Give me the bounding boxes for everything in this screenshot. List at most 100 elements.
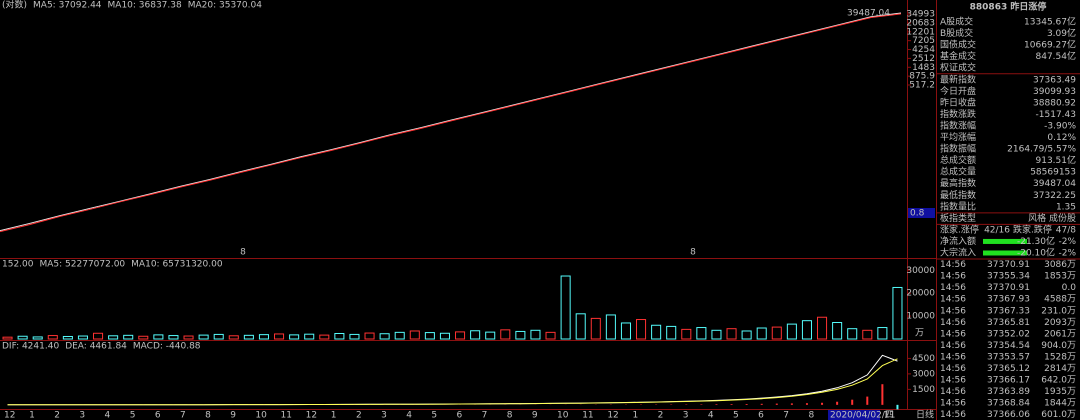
volume-bar	[756, 327, 767, 340]
volume-bar	[394, 331, 405, 340]
x-tick-label: 10	[255, 411, 267, 420]
y-tick-label: 517.2	[909, 81, 935, 91]
tick-time: 14:56	[940, 283, 966, 293]
tick-time: 14:56	[940, 306, 966, 316]
tick-price: 37353.57	[987, 352, 1030, 362]
event-marker: 8	[690, 248, 696, 258]
stat-label: 今日开盘	[940, 85, 976, 97]
tick-volume: 2061万	[1044, 329, 1076, 339]
y-tick-label: 3000	[912, 369, 935, 379]
tick-time: 14:56	[940, 376, 966, 386]
flow-label: 净流入额	[940, 235, 976, 247]
panel-title: 880863 昨日涨停	[970, 1, 1047, 13]
legend-item: MA5: 52277072.00	[40, 260, 126, 270]
stat-label: 总成交额	[940, 154, 976, 166]
flow-bar	[983, 250, 1027, 256]
volume-bar	[349, 333, 360, 340]
x-tick-label: 4	[708, 411, 714, 420]
x-tick-label: 11	[884, 411, 895, 420]
stat-value: -1517.43	[1036, 110, 1076, 120]
period-label: 日线	[916, 409, 934, 420]
tick-volume: 231.0万	[1041, 306, 1076, 316]
x-tick-label: 4	[406, 411, 412, 420]
volume-bar	[575, 313, 586, 340]
volume-bar	[123, 334, 134, 340]
flow-value: -20.10亿	[1017, 247, 1055, 259]
stat-value: 0.12%	[1047, 133, 1076, 143]
tick-volume: 1935万	[1044, 387, 1076, 397]
tick-volume: 2093万	[1044, 318, 1076, 328]
tick-price: 37370.91	[987, 260, 1030, 270]
stat-value: 13345.67亿	[1024, 16, 1076, 28]
stat-value: 37322.25	[1033, 191, 1076, 201]
volume-bar	[424, 332, 435, 340]
volume-bar	[515, 330, 526, 340]
stat-value: 39099.93	[1033, 87, 1076, 97]
x-tick-label: 12	[306, 411, 317, 420]
tick-volume: 2814万	[1044, 364, 1076, 374]
x-tick-label: 6	[758, 411, 764, 420]
stat-value: 2164.79/5.57%	[1007, 145, 1076, 155]
stat-label: 国债成交	[940, 39, 976, 51]
volume-bar	[213, 333, 224, 340]
tick-volume: 601.0万	[1041, 410, 1076, 420]
tick-price: 37366.17	[987, 376, 1030, 386]
tick-time: 14:56	[940, 295, 966, 305]
tick-price: 37352.02	[987, 329, 1030, 339]
x-tick-label: 12	[4, 411, 15, 420]
stat-label: 指数量比	[940, 200, 976, 212]
legend-item: 152.00	[2, 260, 34, 270]
volume-bar	[470, 330, 481, 340]
volume-bar	[198, 334, 209, 340]
volume-bar	[17, 335, 28, 340]
tick-price: 37367.33	[987, 306, 1030, 316]
volume-bar	[620, 322, 631, 340]
stat-value: 1.35	[1056, 202, 1076, 212]
stat-value: 913.51亿	[1036, 154, 1077, 166]
tick-time: 14:56	[940, 272, 966, 282]
volume-bar	[153, 334, 164, 340]
volume-bar	[892, 286, 903, 340]
stat-label: 总成交量	[940, 166, 976, 178]
price-line	[0, 13, 902, 233]
flow-bar	[983, 238, 1027, 244]
legend-item: DIF: 4241.40	[2, 342, 59, 352]
stat-value: 38880.92	[1033, 98, 1076, 108]
stat-label: 基金成交	[940, 50, 976, 62]
x-tick-label: 12	[607, 411, 618, 420]
stat-label: B股成交	[940, 27, 973, 39]
x-tick-label: 1	[331, 411, 337, 420]
event-marker: 8	[240, 248, 246, 258]
cursor-box	[908, 208, 935, 218]
stat-label: 平均涨幅	[940, 131, 976, 143]
x-tick-label: 1	[632, 411, 638, 420]
flow-value: -21.30亿	[1017, 235, 1055, 247]
flow-label: 大宗流入	[940, 247, 976, 259]
tick-volume: 1528万	[1044, 352, 1076, 362]
volume-bar	[47, 335, 58, 340]
y-tick-label: 10000	[906, 312, 935, 322]
volume-bar	[877, 327, 888, 340]
x-tick-label: 7	[180, 411, 186, 420]
volume-bar	[817, 316, 828, 340]
x-tick-label: 6	[457, 411, 463, 420]
stat-label: 指数振幅	[940, 143, 976, 155]
price-line	[0, 12, 902, 232]
tick-price: 37370.91	[987, 283, 1030, 293]
x-tick-label: 11	[582, 411, 593, 420]
breadth-value: 47/8	[1056, 225, 1076, 235]
tick-price: 37363.89	[987, 387, 1030, 397]
tick-volume: 904.0万	[1041, 341, 1076, 351]
cursor-label: 0.8	[910, 209, 925, 219]
y-tick-label: 4254	[912, 45, 935, 55]
stat-value: -3.90%	[1044, 121, 1076, 131]
x-tick-label: 7	[783, 411, 789, 420]
volume-bar	[560, 275, 571, 340]
y-tick-label: 875.9	[909, 72, 935, 82]
tick-time: 14:56	[940, 260, 966, 270]
x-tick-label: 3	[79, 411, 85, 420]
volume-bar	[409, 330, 420, 340]
tick-price: 37354.54	[987, 341, 1030, 351]
x-tick-label: 3	[683, 411, 689, 420]
